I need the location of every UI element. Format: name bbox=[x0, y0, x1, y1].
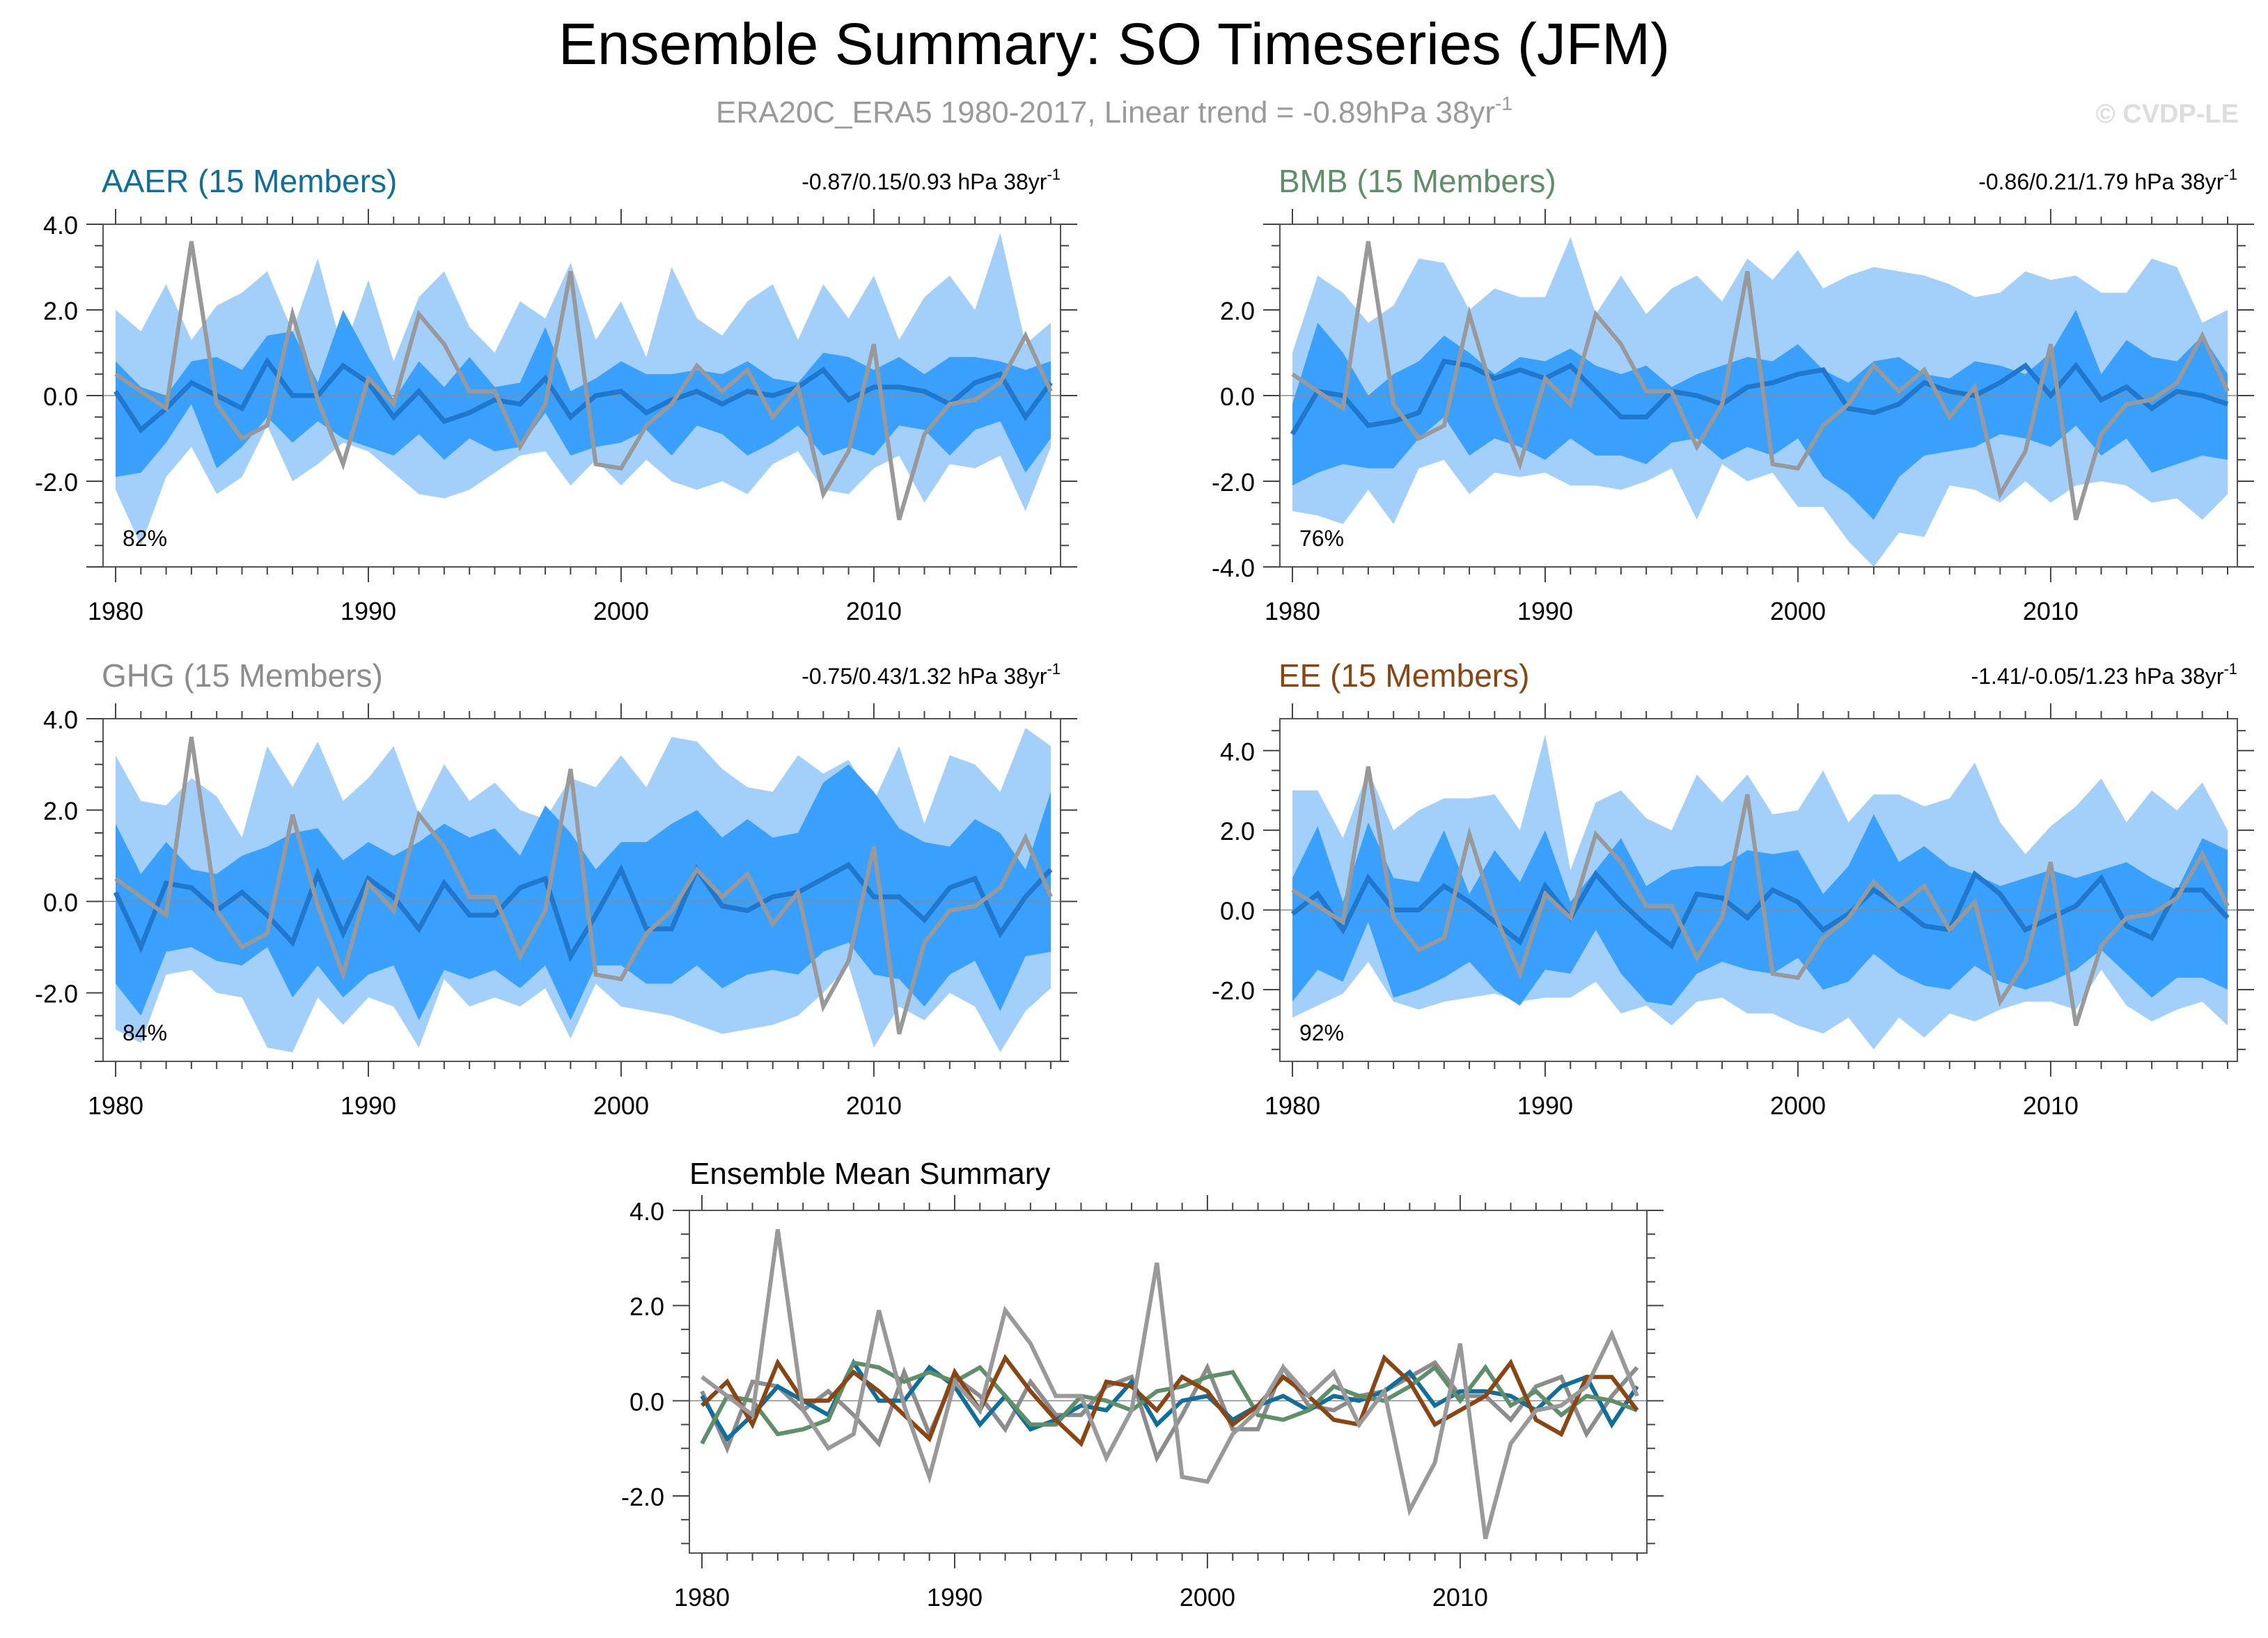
y-tick-label: 4.0 bbox=[629, 1197, 664, 1226]
series-line-bmb bbox=[700, 1360, 1639, 1445]
trend-label-sup: -1 bbox=[2223, 660, 2237, 678]
y-tick-label: -2.0 bbox=[1212, 976, 1255, 1005]
trend-label-text: -1.41/-0.05/1.23 hPa 38yr bbox=[1971, 664, 2224, 689]
x-tick-label: 1980 bbox=[674, 1583, 730, 1612]
trend-label-text: -0.87/0.15/0.93 hPa 38yr bbox=[801, 169, 1047, 194]
x-tick-label: 1980 bbox=[1265, 597, 1320, 625]
panel-bmb: -4.0 -2.0 0.0 2.0 1980 1990 2000 2010 BMB (15 Me… bbox=[1212, 163, 2254, 625]
x-tick-label: 1990 bbox=[1517, 1091, 1573, 1120]
ensemble-mean-line bbox=[1290, 358, 2229, 436]
panel-title: AAER (15 Members) bbox=[102, 163, 397, 199]
y-tick-label: -2.0 bbox=[621, 1483, 664, 1511]
series-line-aaer bbox=[700, 1358, 1639, 1442]
y-tick-label: 2.0 bbox=[629, 1293, 664, 1321]
percent-label: 84% bbox=[123, 1020, 167, 1045]
inner-spread-band bbox=[1292, 310, 2228, 520]
figure-title: Ensemble Summary: SO Timeseries (JFM) bbox=[558, 11, 1670, 77]
trend-label: -0.87/0.15/0.93 hPa 38yr-1 bbox=[801, 166, 1061, 194]
percent-label: 82% bbox=[123, 526, 167, 551]
panel-aaer: -2.0 0.0 2.0 4.0 1980 1990 2000 2010 AAER (15 Me… bbox=[35, 163, 1077, 625]
y-tick-label: -2.0 bbox=[35, 980, 78, 1008]
x-tick-label: 1980 bbox=[1265, 1091, 1320, 1120]
x-tick-label: 2010 bbox=[2023, 1091, 2079, 1120]
observation-line bbox=[1291, 241, 2230, 521]
x-tick-label: 2000 bbox=[593, 1091, 649, 1120]
y-tick-label: 4.0 bbox=[43, 211, 78, 240]
observation-line bbox=[114, 736, 1053, 1035]
panel-title: BMB (15 Members) bbox=[1278, 163, 1556, 199]
trend-label: -0.75/0.43/1.32 hPa 38yr-1 bbox=[801, 660, 1061, 689]
plot-frame bbox=[689, 1210, 1648, 1554]
panel-ghg: -2.0 0.0 2.0 4.0 1980 1990 2000 2010 GHG (15 Mem… bbox=[35, 657, 1077, 1120]
panel-title: EE (15 Members) bbox=[1278, 657, 1529, 694]
x-tick-label: 2000 bbox=[593, 597, 649, 625]
series-line-ee bbox=[700, 1354, 1639, 1447]
y-tick-label: 2.0 bbox=[1220, 817, 1255, 845]
y-tick-label: 0.0 bbox=[1220, 897, 1255, 926]
panel-ensemble-mean-summary: -2.0 0.0 2.0 4.0 1980 1990 2000 2010 Ensemble Me… bbox=[621, 1157, 1664, 1612]
ensemble-mean-line bbox=[1290, 870, 2230, 950]
plot-area bbox=[689, 1210, 1647, 1553]
series-line-observations bbox=[701, 1228, 1639, 1540]
x-tick-label: 1980 bbox=[88, 1091, 143, 1120]
observation-line bbox=[1291, 766, 2230, 1027]
y-tick-label: -2.0 bbox=[35, 468, 78, 497]
figure-subtitle-sup: -1 bbox=[1495, 93, 1512, 114]
trend-label-text: -0.86/0.21/1.79 hPa 38yr bbox=[1978, 169, 2224, 194]
x-tick-label: 2000 bbox=[1770, 1091, 1826, 1120]
figure-subtitle-text: ERA20C_ERA5 1980-2017, Linear trend = -0… bbox=[716, 95, 1495, 130]
trend-label-sup: -1 bbox=[2223, 166, 2237, 183]
x-tick-label: 2010 bbox=[1432, 1583, 1488, 1612]
plot-frame bbox=[102, 718, 1061, 1062]
percent-label: 76% bbox=[1299, 526, 1344, 551]
ensemble-mean-line bbox=[114, 357, 1053, 434]
figure-subtitle: ERA20C_ERA5 1980-2017, Linear trend = -0… bbox=[716, 93, 1512, 130]
y-tick-label: 0.0 bbox=[1220, 382, 1255, 411]
x-tick-label: 2000 bbox=[1180, 1583, 1235, 1612]
y-tick-label: -2.0 bbox=[1212, 468, 1255, 497]
x-tick-label: 1990 bbox=[341, 1091, 396, 1120]
watermark: © CVDP-LE bbox=[2096, 100, 2239, 129]
x-tick-label: 1990 bbox=[341, 597, 396, 625]
trend-label-sup: -1 bbox=[1047, 166, 1061, 183]
percent-label: 92% bbox=[1299, 1020, 1344, 1045]
trend-label: -0.86/0.21/1.79 hPa 38yr-1 bbox=[1978, 166, 2237, 194]
y-tick-label: 4.0 bbox=[43, 705, 78, 734]
y-tick-label: 4.0 bbox=[1220, 738, 1255, 766]
y-tick-label: 2.0 bbox=[1220, 297, 1255, 325]
x-tick-label: 2010 bbox=[846, 597, 902, 625]
trend-label-sup: -1 bbox=[1047, 660, 1061, 678]
x-tick-label: 1990 bbox=[927, 1583, 983, 1612]
y-tick-label: 0.0 bbox=[43, 382, 78, 411]
y-tick-label: 0.0 bbox=[43, 888, 78, 916]
x-tick-label: 2000 bbox=[1770, 597, 1826, 625]
panel-ee: -2.0 0.0 2.0 4.0 1980 1990 2000 2010 EE (15 Memb… bbox=[1212, 657, 2254, 1120]
x-tick-label: 2010 bbox=[846, 1091, 902, 1120]
x-tick-label: 1980 bbox=[88, 597, 143, 625]
observation-line bbox=[114, 241, 1053, 521]
x-tick-label: 2010 bbox=[2023, 597, 2079, 625]
y-tick-label: -4.0 bbox=[1212, 554, 1255, 582]
y-tick-label: 2.0 bbox=[43, 297, 78, 325]
y-tick-label: 2.0 bbox=[43, 797, 78, 825]
trend-label-text: -0.75/0.43/1.32 hPa 38yr bbox=[801, 664, 1047, 689]
panel-title: GHG (15 Members) bbox=[102, 657, 383, 694]
y-tick-label: 0.0 bbox=[629, 1387, 664, 1416]
x-tick-label: 1990 bbox=[1517, 597, 1573, 625]
inner-spread-band bbox=[116, 310, 1051, 477]
panel-title: Ensemble Mean Summary bbox=[689, 1157, 1050, 1191]
trend-label: -1.41/-0.05/1.23 hPa 38yr-1 bbox=[1971, 660, 2237, 689]
